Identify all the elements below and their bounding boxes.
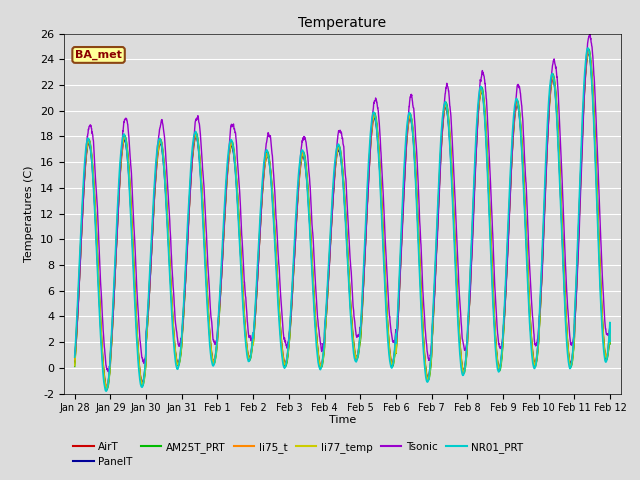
Tsonic bbox=[513, 90, 520, 96]
li77_temp bbox=[513, 102, 520, 108]
li75_t bbox=[473, 124, 481, 130]
AirT bbox=[445, 119, 452, 124]
AirT bbox=[513, 103, 520, 109]
X-axis label: Time: Time bbox=[329, 415, 356, 425]
Y-axis label: Temperatures (C): Temperatures (C) bbox=[24, 165, 35, 262]
NR01_PRT bbox=[71, 354, 79, 360]
NR01_PRT bbox=[606, 338, 614, 344]
PanelT bbox=[444, 120, 452, 125]
PanelT bbox=[584, 50, 592, 56]
li75_t bbox=[513, 99, 520, 105]
Tsonic bbox=[104, 369, 112, 374]
AirT bbox=[585, 50, 593, 56]
li77_temp bbox=[585, 49, 593, 55]
AirT bbox=[444, 117, 452, 122]
li75_t bbox=[241, 322, 248, 327]
li77_temp bbox=[445, 116, 452, 121]
li75_t bbox=[445, 119, 452, 125]
Tsonic bbox=[444, 86, 452, 92]
AM25T_PRT bbox=[410, 141, 418, 146]
AM25T_PRT bbox=[445, 113, 452, 119]
li77_temp bbox=[444, 114, 452, 120]
AM25T_PRT bbox=[71, 363, 79, 369]
li77_temp bbox=[103, 386, 111, 392]
PanelT bbox=[102, 384, 110, 390]
AM25T_PRT bbox=[103, 387, 111, 393]
Tsonic bbox=[410, 110, 418, 116]
NR01_PRT bbox=[410, 150, 418, 156]
AirT bbox=[103, 384, 111, 389]
NR01_PRT bbox=[584, 45, 591, 51]
AM25T_PRT bbox=[513, 99, 520, 105]
Line: AM25T_PRT: AM25T_PRT bbox=[75, 49, 610, 390]
li75_t bbox=[102, 384, 110, 390]
Line: AirT: AirT bbox=[75, 53, 610, 386]
Tsonic bbox=[241, 282, 248, 288]
PanelT bbox=[513, 102, 520, 108]
PanelT bbox=[445, 121, 452, 127]
Title: Temperature: Temperature bbox=[298, 16, 387, 30]
Tsonic bbox=[445, 88, 452, 94]
NR01_PRT bbox=[444, 119, 452, 125]
AM25T_PRT bbox=[241, 319, 248, 324]
AM25T_PRT bbox=[606, 341, 614, 347]
li75_t bbox=[584, 48, 592, 54]
AirT bbox=[71, 360, 79, 366]
NR01_PRT bbox=[241, 328, 248, 334]
li75_t bbox=[410, 146, 418, 152]
NR01_PRT bbox=[473, 117, 481, 122]
li77_temp bbox=[473, 131, 481, 136]
Tsonic bbox=[71, 352, 79, 358]
AM25T_PRT bbox=[444, 111, 452, 117]
AirT bbox=[473, 132, 481, 138]
AirT bbox=[606, 340, 614, 346]
li77_temp bbox=[241, 319, 248, 324]
li75_t bbox=[444, 117, 452, 122]
NR01_PRT bbox=[102, 388, 110, 394]
li77_temp bbox=[410, 143, 418, 149]
Line: li77_temp: li77_temp bbox=[75, 52, 610, 389]
li77_temp bbox=[606, 340, 614, 346]
PanelT bbox=[241, 323, 248, 329]
Tsonic bbox=[586, 32, 594, 37]
NR01_PRT bbox=[445, 121, 452, 127]
PanelT bbox=[410, 148, 418, 154]
Tsonic bbox=[473, 136, 481, 142]
PanelT bbox=[71, 358, 79, 364]
AirT bbox=[410, 144, 418, 150]
PanelT bbox=[473, 125, 481, 131]
AirT bbox=[241, 317, 248, 323]
Text: BA_met: BA_met bbox=[75, 50, 122, 60]
li75_t bbox=[71, 357, 79, 363]
li75_t bbox=[606, 337, 614, 343]
li77_temp bbox=[71, 363, 79, 369]
Line: Tsonic: Tsonic bbox=[75, 35, 610, 372]
Line: NR01_PRT: NR01_PRT bbox=[75, 48, 610, 391]
Legend: AirT, PanelT, AM25T_PRT, li75_t, li77_temp, Tsonic, NR01_PRT: AirT, PanelT, AM25T_PRT, li75_t, li77_te… bbox=[68, 438, 527, 471]
Line: li75_t: li75_t bbox=[75, 51, 610, 387]
AM25T_PRT bbox=[473, 130, 481, 135]
AM25T_PRT bbox=[585, 47, 593, 52]
PanelT bbox=[606, 338, 614, 344]
Line: PanelT: PanelT bbox=[75, 53, 610, 387]
NR01_PRT bbox=[513, 96, 520, 102]
Tsonic bbox=[606, 324, 614, 330]
